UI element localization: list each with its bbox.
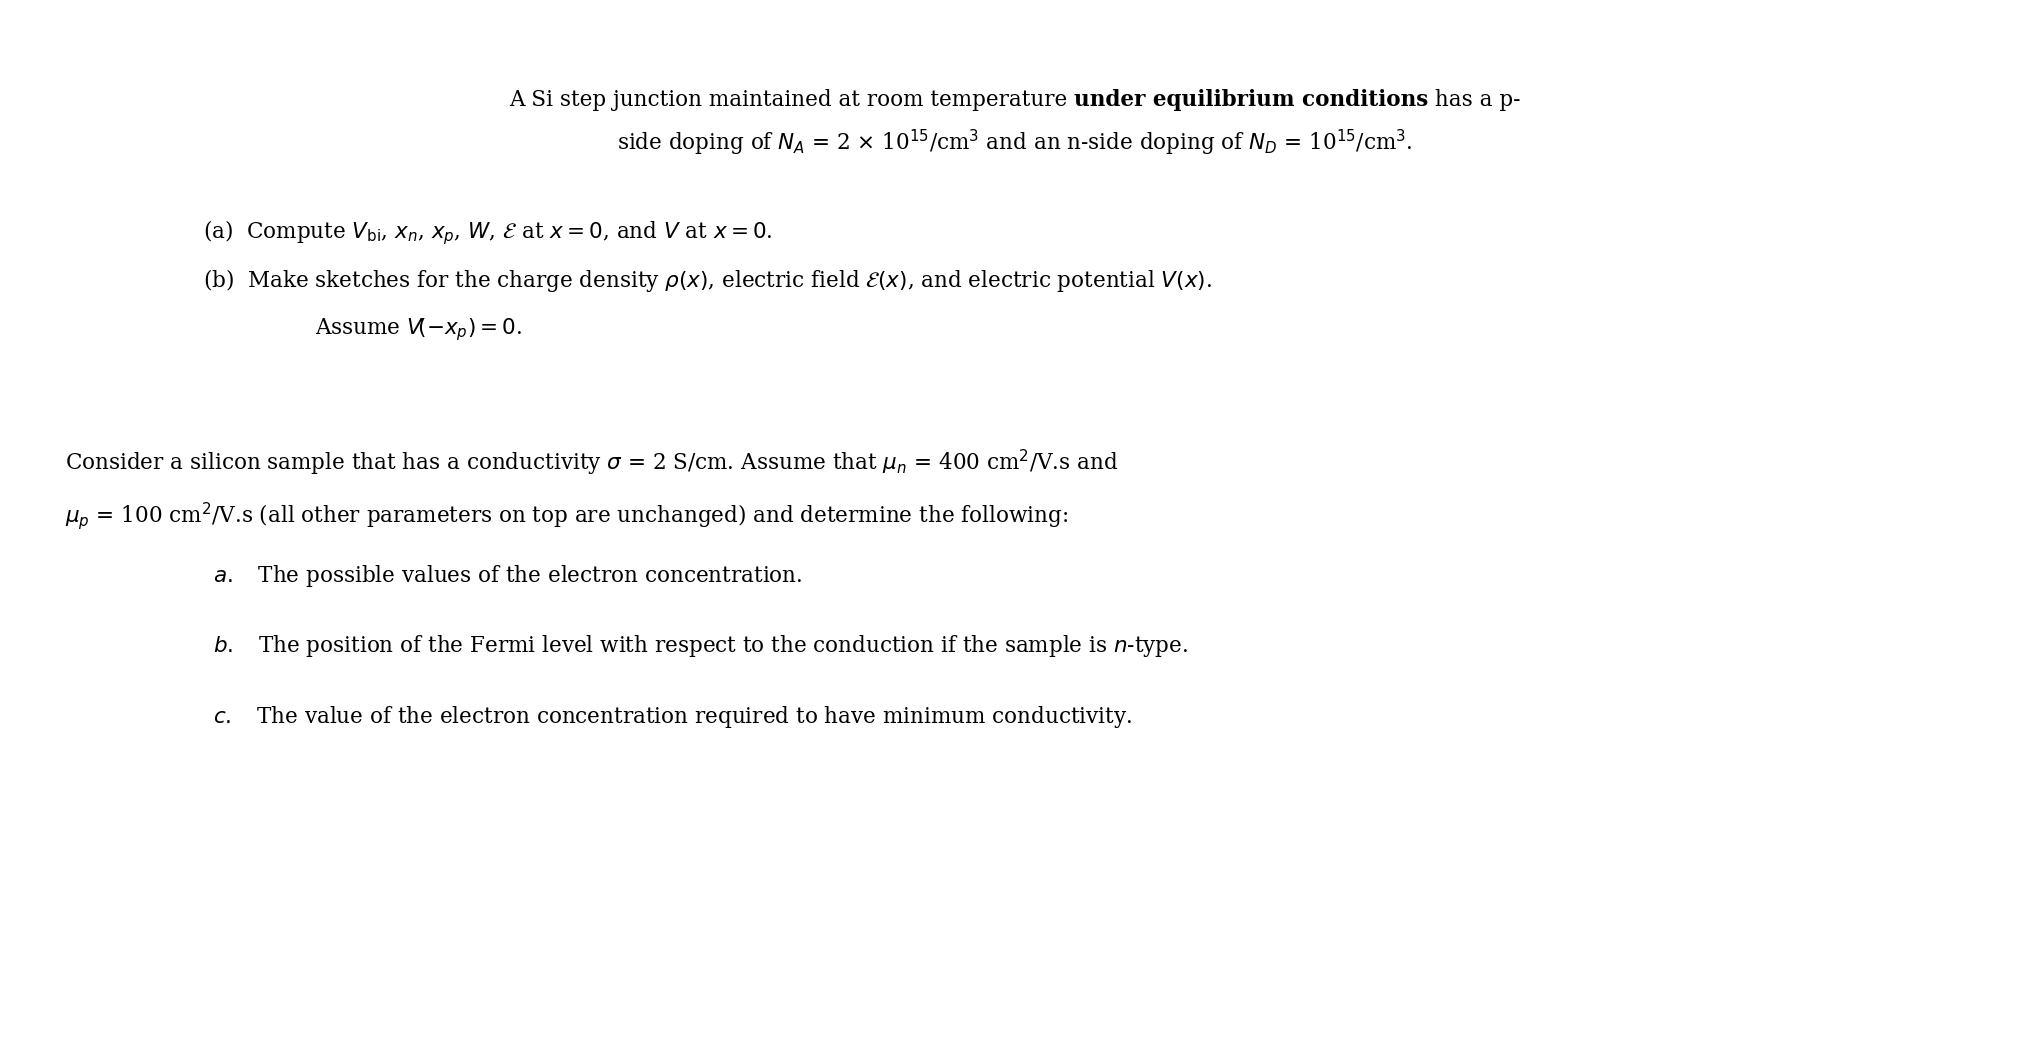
Text: $\mu_p$ = 100 cm$^2$/V.s (all other parameters on top are unchanged) and determi: $\mu_p$ = 100 cm$^2$/V.s (all other para…: [65, 500, 1068, 533]
Text: under equilibrium conditions: under equilibrium conditions: [1074, 89, 1429, 111]
Text: $c.$   The value of the electron concentration required to have minimum conducti: $c.$ The value of the electron concentra…: [213, 704, 1133, 730]
Text: (a)  Compute $V_{\mathrm{bi}}$, $x_n$, $x_p$, $W$, $\mathcal{E}$ at $x = 0$, and: (a) Compute $V_{\mathrm{bi}}$, $x_n$, $x…: [203, 218, 773, 247]
Text: side doping of $N_A$ = 2 $\times$ 10$^{15}$/cm$^3$ and an n-side doping of $N_D$: side doping of $N_A$ = 2 $\times$ 10$^{1…: [617, 128, 1413, 158]
Text: $b.$   The position of the Fermi level with respect to the conduction if the sam: $b.$ The position of the Fermi level wit…: [213, 633, 1188, 660]
Text: A Si step junction maintained at room temperature: A Si step junction maintained at room te…: [510, 89, 1074, 111]
Text: (b)  Make sketches for the charge density $\rho(x)$, electric field $\mathcal{E}: (b) Make sketches for the charge density…: [203, 267, 1212, 294]
Text: has a p-: has a p-: [1429, 89, 1520, 111]
Text: $a.$   The possible values of the electron concentration.: $a.$ The possible values of the electron…: [213, 563, 802, 589]
Text: Consider a silicon sample that has a conductivity $\sigma$ = 2 S/cm. Assume that: Consider a silicon sample that has a con…: [65, 448, 1119, 478]
Text: Assume $V\!\left(-x_p\right) = 0$.: Assume $V\!\left(-x_p\right) = 0$.: [315, 316, 522, 343]
